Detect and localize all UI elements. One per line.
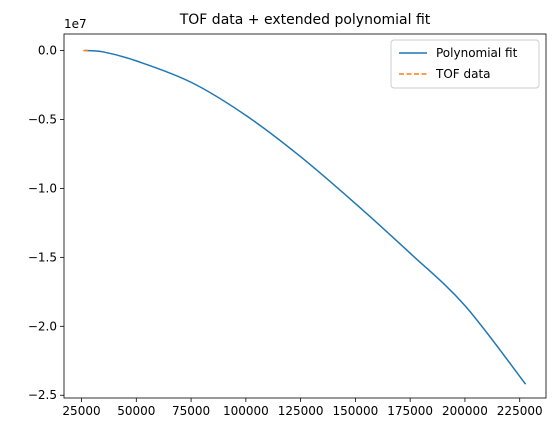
y-tick-label: −1.0 [28,181,57,195]
legend-label-polynomial-fit: Polynomial fit [436,46,518,60]
x-tick-label: 25000 [62,404,100,418]
axes-frame [63,33,547,399]
legend-box [390,39,540,89]
plot-lines [83,49,527,385]
x-tick-label: 50000 [117,404,155,418]
x-axis-ticks: 25000 50000 75000 100000 125000 150000 175000 2… [62,398,543,418]
series-line-polynomial-fit [84,49,527,385]
y-tick-label: −0.5 [28,112,57,126]
legend-label-tof-data: TOF data [435,67,491,81]
y-tick-label: 0.0 [38,44,57,58]
x-tick-label: 175000 [387,404,433,418]
y-tick-label: −1.5 [28,250,57,264]
y-offset-label: 1e7 [64,17,87,31]
x-tick-label: 150000 [332,404,378,418]
y-tick-label: −2.5 [28,388,57,402]
x-tick-label: 125000 [278,404,324,418]
legend: Polynomial fit TOF data [390,39,540,89]
chart-title: TOF data + extended polynomial fit [179,12,431,28]
x-tick-label: 75000 [172,404,210,418]
x-tick-label: 100000 [223,404,269,418]
y-axis-ticks: 0.0 −0.5 −1.0 −1.5 −2.0 −2.5 [28,44,64,402]
x-tick-label: 200000 [442,404,488,418]
x-tick-label: 225000 [497,404,543,418]
y-tick-label: −2.0 [28,319,57,333]
